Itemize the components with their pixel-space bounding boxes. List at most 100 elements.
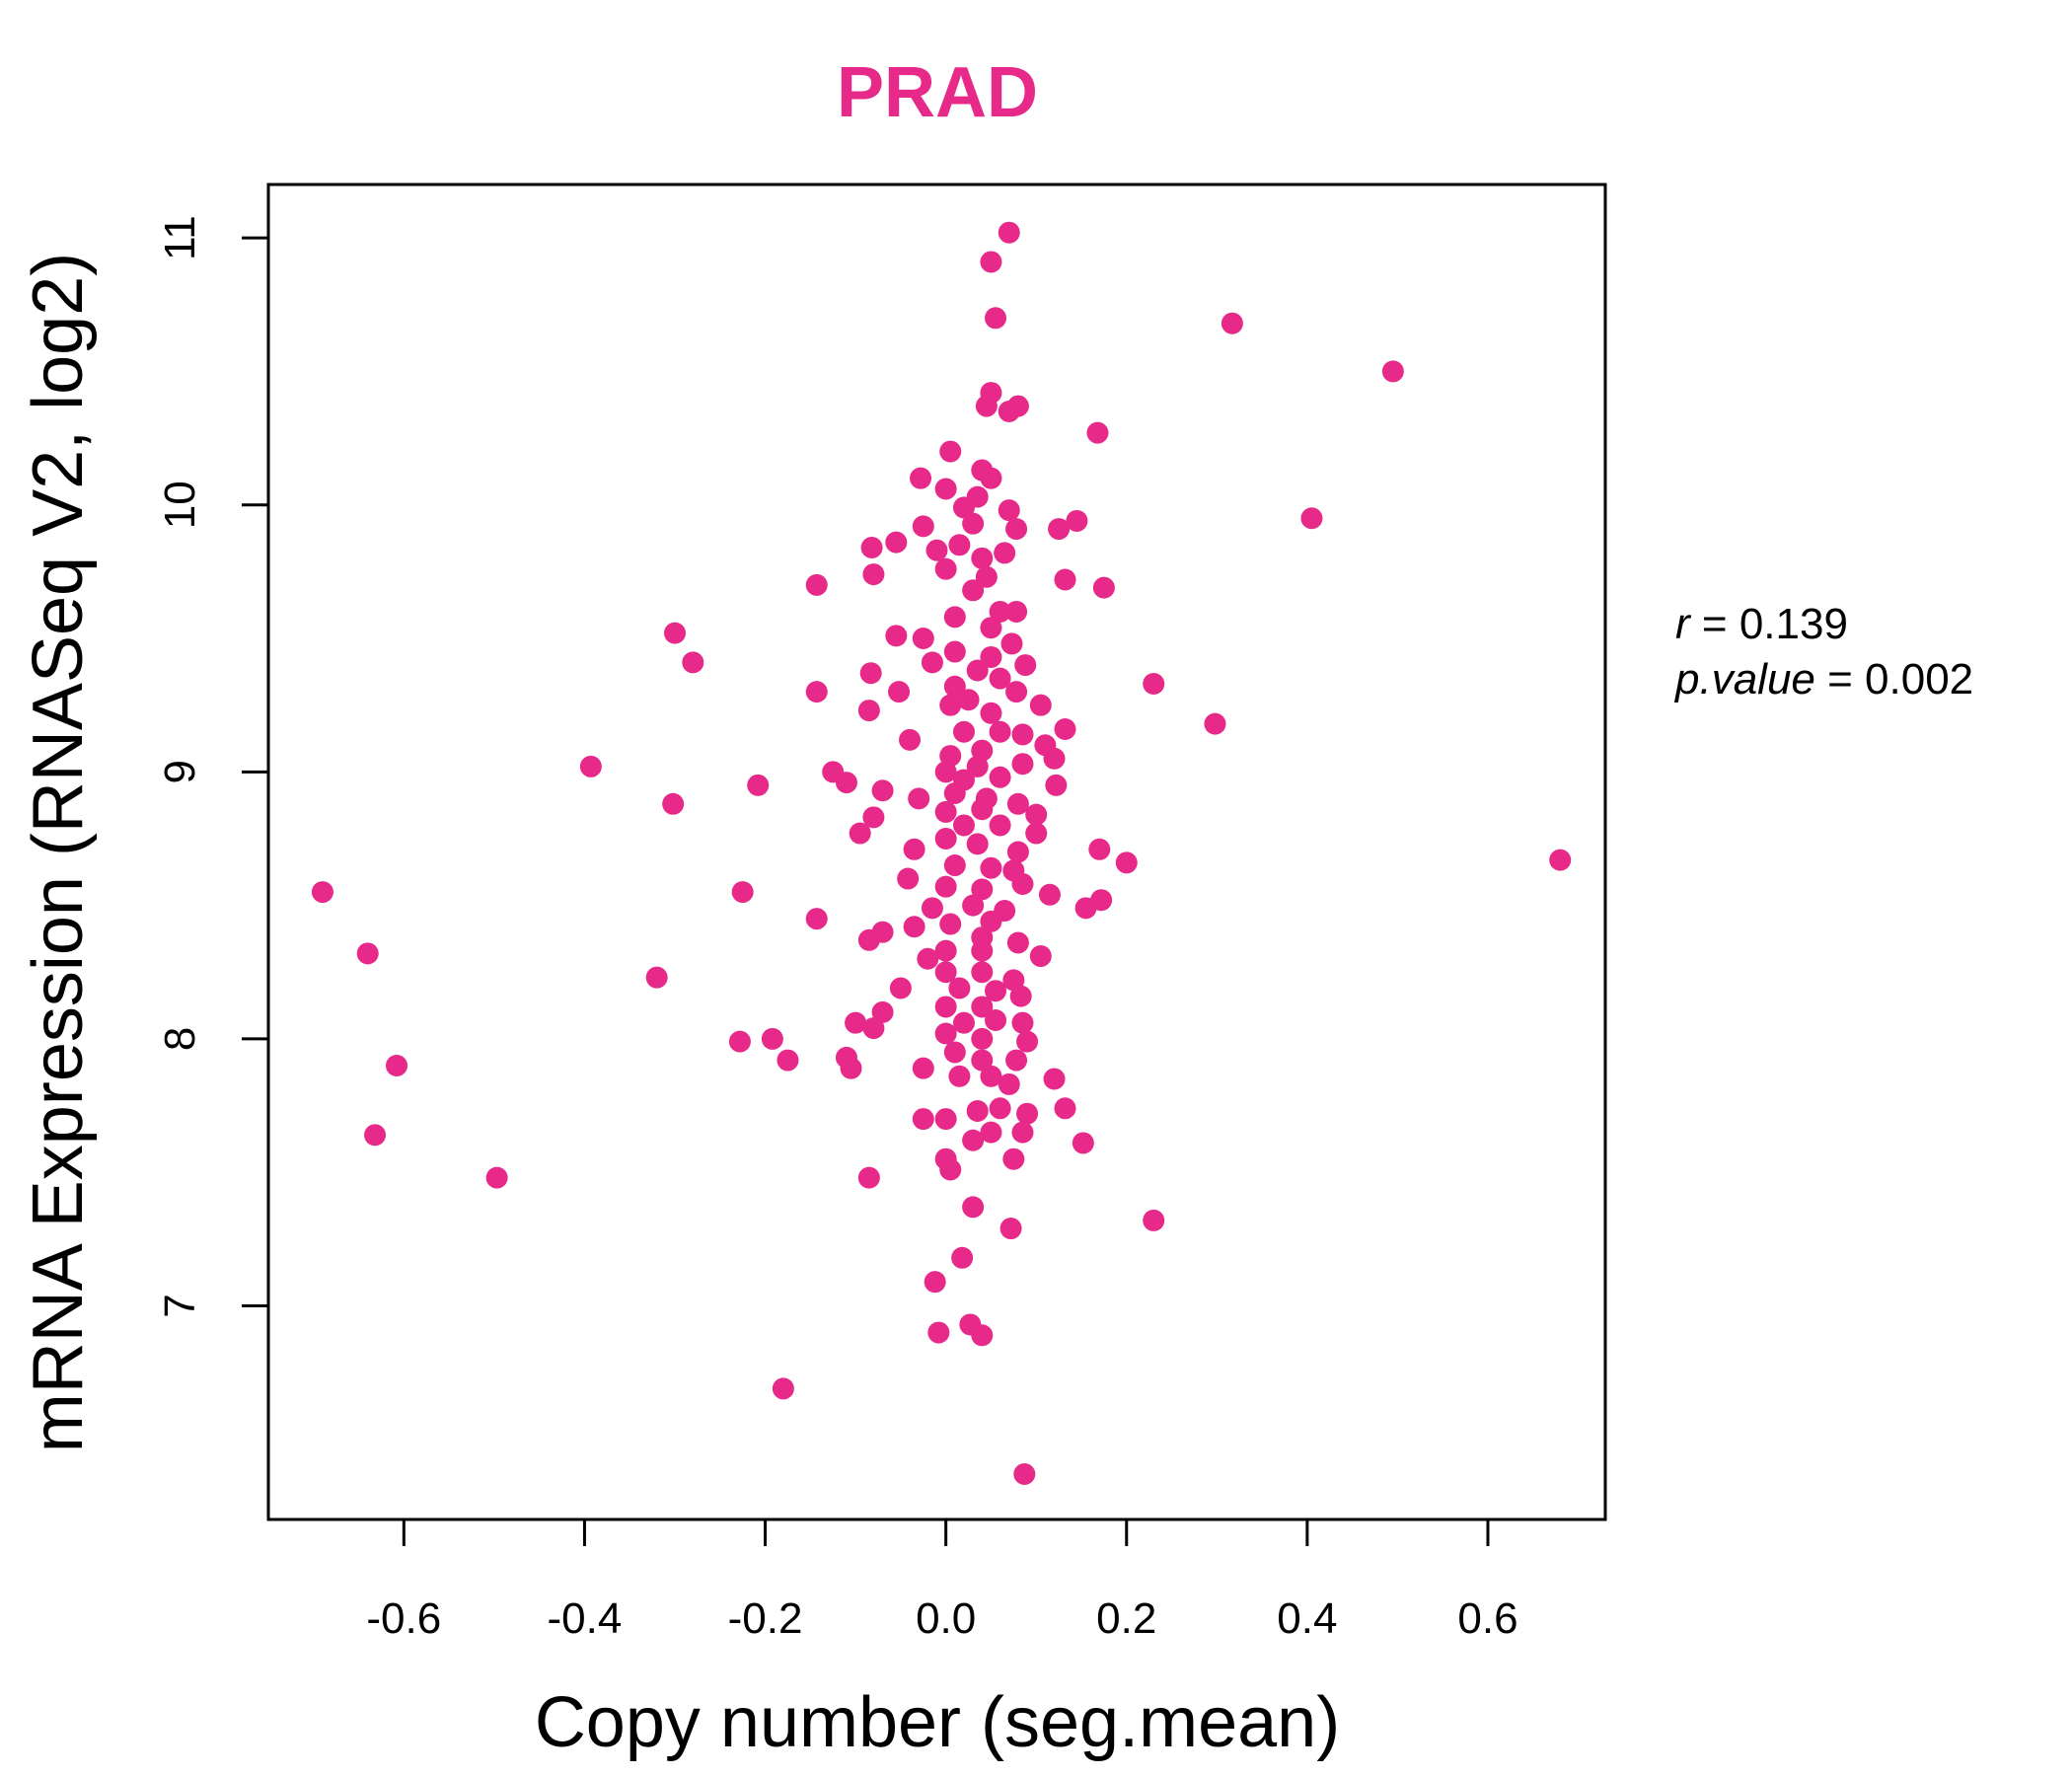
x-tick-label: 0.6: [1457, 1594, 1517, 1643]
data-point: [761, 1027, 783, 1050]
data-point: [962, 1129, 985, 1151]
data-point: [356, 942, 379, 965]
data-point: [662, 792, 685, 815]
y-tick-label: 9: [156, 760, 204, 783]
data-point: [980, 910, 1002, 932]
x-tick-label: 0.2: [1096, 1594, 1156, 1643]
data-point: [924, 1271, 946, 1294]
data-point: [1011, 1011, 1034, 1034]
data-point: [1013, 1462, 1036, 1485]
data-point: [917, 947, 939, 970]
data-point: [1048, 518, 1071, 541]
data-point: [934, 875, 957, 898]
data-point: [980, 1121, 1002, 1144]
data-point: [962, 894, 985, 917]
data-point: [1054, 568, 1076, 591]
data-point: [860, 537, 883, 559]
x-axis: -0.6 -0.4 -0.2 0.0 0.2 0.4 0.6: [366, 1517, 1518, 1643]
p-label: p.value: [1673, 655, 1815, 703]
data-point: [859, 662, 882, 685]
data-point: [934, 1108, 957, 1131]
data-point: [998, 401, 1020, 423]
data-point: [962, 512, 985, 535]
r-stat: r = 0.139: [1675, 600, 1848, 648]
x-tick-label: 0.0: [916, 1594, 976, 1643]
data-point: [857, 1166, 880, 1189]
data-point: [999, 1218, 1022, 1240]
data-point: [1025, 822, 1048, 845]
correlation-stats: r = 0.139 p.value = 0.002: [1673, 600, 1973, 703]
data-point: [386, 1054, 408, 1076]
data-point: [980, 1065, 1002, 1087]
data-point: [966, 659, 989, 682]
y-tick-label: 11: [156, 215, 204, 260]
p-value: 0.002: [1865, 655, 1973, 703]
x-tick-label: 0.4: [1277, 1594, 1337, 1643]
data-point: [1143, 673, 1165, 696]
data-point: [943, 640, 966, 663]
data-point: [1006, 792, 1029, 815]
r-value: 0.139: [1739, 600, 1848, 648]
data-point: [912, 1057, 934, 1079]
y-tick-label: 7: [156, 1294, 204, 1317]
y-tick-label: 10: [156, 481, 204, 529]
data-point: [1005, 681, 1028, 703]
data-point: [1115, 851, 1138, 874]
data-point: [899, 728, 922, 751]
data-point: [934, 478, 957, 500]
data-point: [971, 1027, 994, 1050]
data-point: [845, 1011, 867, 1034]
data-point: [885, 625, 908, 647]
data-point: [962, 579, 985, 602]
data-point: [948, 1065, 971, 1087]
data-point: [1002, 1147, 1025, 1170]
data-point: [1011, 872, 1034, 895]
p-value-stat: p.value = 0.002: [1673, 655, 1973, 703]
data-point: [1029, 694, 1052, 716]
data-point: [364, 1124, 387, 1147]
data-point: [663, 622, 686, 644]
data-point: [948, 977, 971, 999]
data-point: [1000, 632, 1023, 655]
data-point: [925, 539, 948, 561]
data-point: [985, 307, 1007, 330]
data-point: [934, 800, 957, 823]
data-point: [311, 881, 333, 904]
data-point: [903, 916, 925, 938]
x-tick-label: -0.6: [366, 1594, 441, 1643]
data-point: [998, 499, 1020, 522]
data-point: [1016, 1102, 1039, 1125]
data-point: [927, 1321, 950, 1344]
x-tick-label: -0.2: [728, 1594, 803, 1643]
data-point: [840, 1057, 862, 1079]
data-point: [1549, 849, 1572, 871]
data-point: [951, 1246, 974, 1269]
data-point: [921, 651, 943, 674]
y-tick-label: 8: [156, 1027, 204, 1051]
r-label: r: [1675, 600, 1692, 648]
y-axis-title: mRNA Expression (RNASeq V2, log2): [19, 253, 98, 1452]
data-point: [971, 939, 994, 962]
data-point: [943, 854, 966, 877]
data-point: [777, 1049, 799, 1072]
data-point: [1005, 600, 1028, 623]
data-point: [934, 1022, 957, 1045]
data-point: [989, 814, 1011, 837]
data-point: [862, 1017, 885, 1040]
data-point: [948, 534, 971, 556]
data-point: [971, 996, 994, 1018]
data-point: [1014, 654, 1037, 677]
data-point: [1005, 518, 1028, 541]
data-point: [579, 755, 602, 777]
data-point: [989, 720, 1011, 743]
data-point: [971, 547, 994, 569]
y-axis: 7 8 9 10 11: [156, 215, 270, 1318]
data-point: [912, 515, 934, 538]
data-point: [934, 996, 957, 1018]
data-point: [994, 542, 1016, 564]
data-point: [1045, 774, 1068, 796]
data-point: [1072, 1132, 1094, 1154]
data-point: [1038, 883, 1061, 906]
data-point: [1074, 897, 1097, 920]
data-point: [1092, 576, 1115, 599]
